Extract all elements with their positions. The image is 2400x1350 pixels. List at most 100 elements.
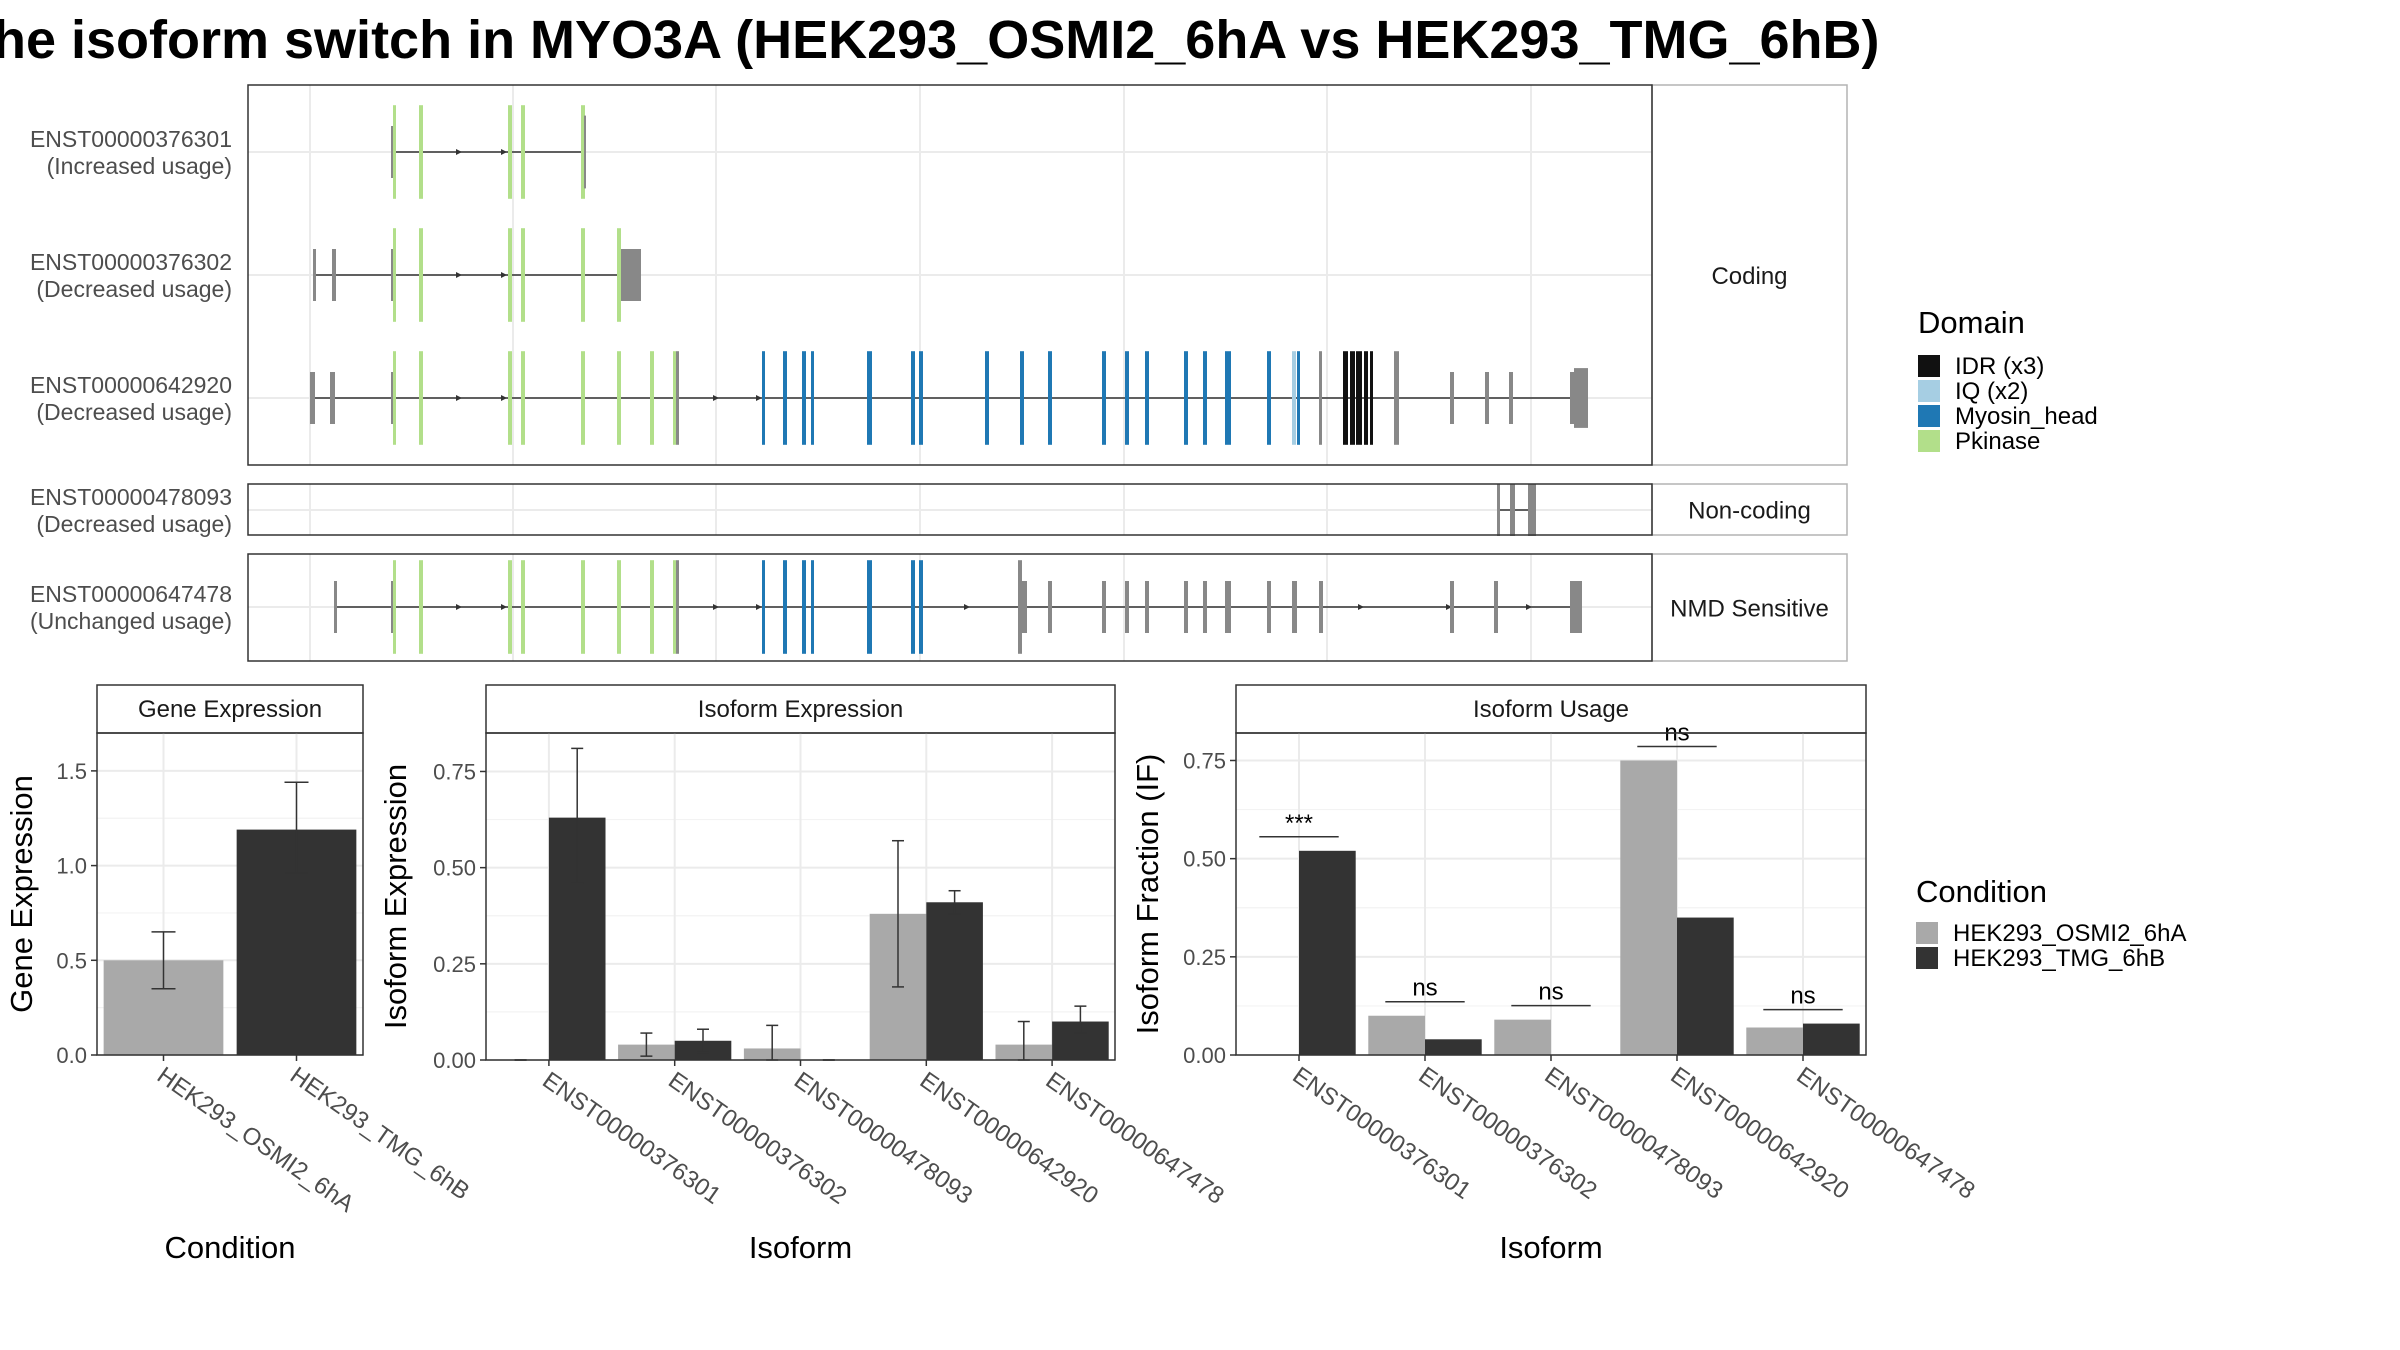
exon	[673, 351, 676, 445]
exon	[867, 351, 872, 445]
exon	[1450, 581, 1454, 633]
exon	[581, 351, 585, 445]
condition-legend-key	[1916, 947, 1938, 969]
y-tick-label: 0.5	[56, 948, 87, 973]
domain-legend-key	[1918, 430, 1940, 452]
exon	[393, 228, 396, 322]
exon	[1574, 368, 1588, 428]
exon	[1020, 351, 1024, 445]
transcript-usage-label: (Decreased usage)	[36, 399, 232, 425]
y-tick-label: 0.25	[1183, 945, 1226, 970]
exon	[1364, 351, 1368, 445]
exon	[508, 228, 512, 322]
exon	[762, 351, 765, 445]
bar	[1677, 917, 1734, 1055]
exon	[419, 560, 423, 654]
bar	[1494, 1019, 1551, 1055]
strand-arrow	[756, 395, 762, 401]
exon	[1125, 581, 1129, 633]
exon	[508, 105, 512, 199]
transcript-usage-label: (Decreased usage)	[36, 276, 232, 302]
transcript-usage-label: (Increased usage)	[47, 153, 232, 179]
y-axis-title: Isoform Fraction (IF)	[1130, 754, 1165, 1035]
exon	[1394, 351, 1399, 445]
domain-legend-key	[1918, 380, 1940, 402]
exon	[1292, 581, 1297, 633]
exon	[391, 249, 394, 301]
isoform-expression-chart: Isoform Expression0.000.250.500.75ENST00…	[378, 684, 1229, 1265]
chart-panel-title: Gene Expression	[138, 696, 322, 723]
y-tick-label: 0.00	[433, 1048, 476, 1073]
exon	[1570, 372, 1574, 424]
domain-legend-key	[1918, 405, 1940, 427]
exon	[1319, 351, 1322, 445]
exon	[1102, 351, 1106, 445]
exon	[919, 351, 923, 445]
y-tick-label: 0.00	[1183, 1043, 1226, 1068]
exon	[1497, 484, 1500, 536]
exon	[762, 560, 765, 654]
condition-legend-label: HEK293_TMG_6hB	[1953, 945, 2165, 972]
exon	[1450, 372, 1454, 424]
exon	[1319, 581, 1323, 633]
chart-strip	[96, 684, 364, 734]
strand-arrow	[713, 395, 719, 401]
exon	[1125, 351, 1129, 445]
exon	[1225, 581, 1231, 633]
exon	[508, 351, 512, 445]
domain-legend-label: IQ (x2)	[1955, 378, 2028, 405]
exon	[783, 560, 787, 654]
exon	[1267, 581, 1271, 633]
exon	[1048, 581, 1052, 633]
exon	[581, 105, 585, 199]
exon	[617, 351, 621, 445]
y-axis-title: Isoform Expression	[378, 764, 413, 1029]
exon	[393, 560, 396, 654]
exon	[911, 351, 915, 445]
chart-panel-title: Isoform Usage	[1473, 696, 1629, 723]
transcript-usage-label: (Decreased usage)	[36, 511, 232, 537]
strand-arrow	[1358, 604, 1364, 610]
exon	[1356, 351, 1362, 445]
exon	[650, 351, 654, 445]
exon	[783, 351, 787, 445]
strip-label: Non-coding	[1688, 498, 1811, 525]
strand-arrow	[713, 604, 719, 610]
y-tick-label: 1.0	[56, 854, 87, 879]
exon	[802, 351, 806, 445]
exon	[1343, 351, 1348, 445]
strip-box	[1651, 84, 1848, 466]
exon	[867, 560, 872, 654]
exon	[521, 560, 525, 654]
y-tick-label: 0.50	[433, 856, 476, 881]
exon	[419, 105, 423, 199]
x-axis-title: Isoform	[1499, 1230, 1602, 1265]
exon	[393, 351, 396, 445]
exon	[1225, 351, 1231, 445]
exon	[393, 105, 396, 199]
exon	[1048, 351, 1052, 445]
y-tick-label: 0.50	[1183, 847, 1226, 872]
strip-label: NMD Sensitive	[1670, 596, 1829, 623]
exon	[1494, 581, 1498, 633]
exon	[313, 249, 316, 301]
exon	[811, 560, 814, 654]
strand-arrow	[501, 149, 507, 155]
exon	[1203, 581, 1207, 633]
condition-legend-key	[1916, 922, 1938, 944]
significance-label: ns	[1412, 975, 1437, 1002]
structure-panel-border	[247, 553, 1653, 662]
exon	[621, 249, 641, 301]
exon	[391, 126, 394, 178]
exon	[1145, 351, 1149, 445]
chart-panel-title: Isoform Expression	[698, 696, 903, 723]
exon	[330, 372, 335, 424]
exon	[581, 560, 585, 654]
exon	[1528, 484, 1536, 536]
exon	[521, 228, 525, 322]
exon	[391, 581, 394, 633]
exon	[391, 372, 394, 424]
exon	[1184, 581, 1188, 633]
exon	[1297, 351, 1300, 445]
